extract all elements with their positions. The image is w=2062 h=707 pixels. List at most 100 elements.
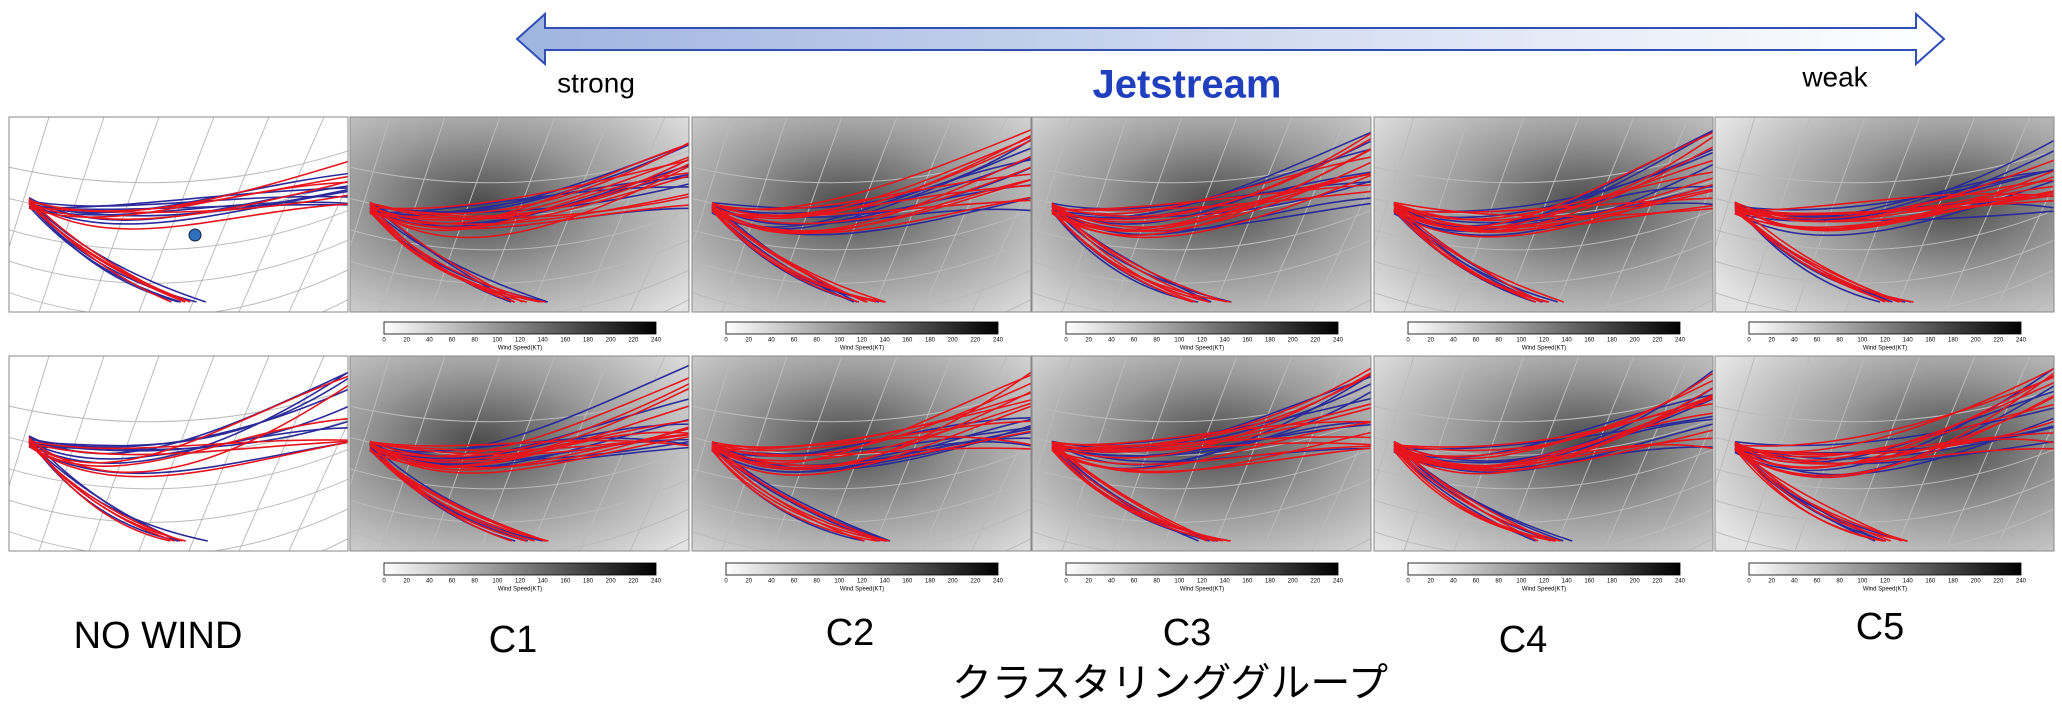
colorbar-tick: 100 bbox=[834, 338, 845, 344]
colorbar-tick: 80 bbox=[813, 338, 820, 344]
colorbar-label: Wind Speed(KT) bbox=[1180, 587, 1224, 593]
colorbar-label: Wind Speed(KT) bbox=[1180, 346, 1224, 352]
airport-marker bbox=[189, 229, 201, 241]
colorbar-tick: 100 bbox=[1516, 338, 1527, 344]
colorbar-tick: 100 bbox=[492, 338, 503, 344]
map-panel bbox=[0, 117, 388, 384]
colorbar-tick: 60 bbox=[1131, 579, 1138, 585]
colorbar-tick: 40 bbox=[768, 338, 775, 344]
colorbar-tick: 220 bbox=[628, 579, 639, 585]
colorbar-tick: 60 bbox=[1814, 338, 1821, 344]
colorbar-tick: 60 bbox=[791, 338, 798, 344]
colorbar-tick: 100 bbox=[492, 579, 503, 585]
colorbar-tick: 160 bbox=[902, 579, 913, 585]
colorbar-tick: 100 bbox=[1174, 579, 1185, 585]
title: Jetstream bbox=[1092, 63, 1281, 107]
colorbar-tick: 40 bbox=[426, 579, 433, 585]
colorbar-tick: 200 bbox=[1630, 338, 1641, 344]
colorbar-tick: 60 bbox=[1473, 338, 1480, 344]
colorbar-tick: 120 bbox=[857, 338, 868, 344]
colorbar-tick: 140 bbox=[1903, 579, 1914, 585]
colorbar-tick: 200 bbox=[606, 579, 617, 585]
colorbar-tick: 180 bbox=[1265, 338, 1276, 344]
panel-label: C3 bbox=[1163, 612, 1212, 654]
colorbar-label: Wind Speed(KT) bbox=[1863, 587, 1907, 593]
colorbar-tick: 0 bbox=[1406, 338, 1410, 344]
colorbar bbox=[1066, 322, 1338, 334]
map-panel bbox=[0, 356, 388, 623]
colorbar-tick: 220 bbox=[628, 338, 639, 344]
colorbar-tick: 0 bbox=[382, 579, 386, 585]
colorbar-tick: 240 bbox=[1675, 579, 1686, 585]
colorbar-tick: 80 bbox=[813, 579, 820, 585]
panel-label: C2 bbox=[826, 612, 875, 654]
colorbar-tick: 120 bbox=[1880, 338, 1891, 344]
colorbar-tick: 220 bbox=[970, 338, 981, 344]
colorbar-tick: 220 bbox=[1652, 579, 1663, 585]
colorbar-tick: 140 bbox=[1220, 579, 1231, 585]
colorbar-tick: 160 bbox=[560, 338, 571, 344]
colorbar-tick: 180 bbox=[1265, 579, 1276, 585]
colorbar-tick: 20 bbox=[745, 338, 752, 344]
colorbar-tick: 100 bbox=[1174, 338, 1185, 344]
colorbar-tick: 140 bbox=[1220, 338, 1231, 344]
colorbar-tick: 200 bbox=[1630, 579, 1641, 585]
colorbar-tick: 40 bbox=[426, 338, 433, 344]
colorbar-tick: 200 bbox=[606, 338, 617, 344]
colorbar-tick: 20 bbox=[1085, 579, 1092, 585]
colorbar-tick: 60 bbox=[791, 579, 798, 585]
map-panel bbox=[1675, 117, 2062, 384]
colorbar-tick: 80 bbox=[1836, 338, 1843, 344]
colorbar-tick: 140 bbox=[1562, 579, 1573, 585]
colorbar-tick: 80 bbox=[471, 579, 478, 585]
colorbar-tick: 180 bbox=[1948, 338, 1959, 344]
colorbar-tick: 140 bbox=[538, 579, 549, 585]
colorbar-tick: 180 bbox=[583, 338, 594, 344]
colorbar-tick: 220 bbox=[1310, 338, 1321, 344]
colorbar-tick: 40 bbox=[1108, 338, 1115, 344]
colorbar-tick: 180 bbox=[1948, 579, 1959, 585]
map-panel bbox=[1334, 117, 1753, 384]
colorbar-tick: 40 bbox=[1450, 579, 1457, 585]
colorbar-tick: 120 bbox=[1539, 338, 1550, 344]
colorbar-tick: 20 bbox=[745, 579, 752, 585]
colorbar-tick: 80 bbox=[1495, 579, 1502, 585]
colorbar-tick: 180 bbox=[583, 579, 594, 585]
colorbar-tick: 0 bbox=[724, 579, 728, 585]
colorbar-tick: 100 bbox=[1857, 579, 1868, 585]
colorbar bbox=[726, 322, 998, 334]
colorbar-tick: 220 bbox=[970, 579, 981, 585]
colorbar-tick: 20 bbox=[1085, 338, 1092, 344]
colorbar-tick: 80 bbox=[1495, 338, 1502, 344]
colorbar-tick: 40 bbox=[1791, 579, 1798, 585]
colorbar-tick: 240 bbox=[651, 579, 662, 585]
colorbar-tick: 160 bbox=[1242, 579, 1253, 585]
colorbar-tick: 180 bbox=[925, 338, 936, 344]
colorbar-tick: 100 bbox=[834, 579, 845, 585]
colorbar-tick: 200 bbox=[1288, 338, 1299, 344]
colorbar-tick: 240 bbox=[1333, 338, 1344, 344]
colorbar bbox=[726, 563, 998, 575]
colorbar-tick: 20 bbox=[403, 338, 410, 344]
colorbar-tick: 160 bbox=[1242, 338, 1253, 344]
colorbar-tick: 240 bbox=[2016, 579, 2027, 585]
colorbar-tick: 160 bbox=[1584, 579, 1595, 585]
colorbar-tick: 140 bbox=[1903, 338, 1914, 344]
colorbar bbox=[384, 322, 656, 334]
map-panel bbox=[652, 117, 1071, 384]
panels: NO WIND020406080100120140160180200220240… bbox=[0, 117, 2062, 661]
panel-label: C5 bbox=[1856, 606, 1905, 648]
panel-label: C1 bbox=[489, 619, 538, 661]
map-panel bbox=[1675, 356, 2062, 623]
colorbar-tick: 120 bbox=[515, 579, 526, 585]
colorbar-tick: 220 bbox=[1310, 579, 1321, 585]
colorbar-tick: 40 bbox=[768, 579, 775, 585]
colorbar-tick: 240 bbox=[651, 338, 662, 344]
colorbar-tick: 120 bbox=[515, 338, 526, 344]
colorbar-label: Wind Speed(KT) bbox=[1522, 346, 1566, 352]
colorbar-label: Wind Speed(KT) bbox=[498, 346, 542, 352]
colorbar-label: Wind Speed(KT) bbox=[498, 587, 542, 593]
weak-label: weak bbox=[1801, 61, 1868, 92]
colorbar-tick: 160 bbox=[902, 338, 913, 344]
colorbar-tick: 120 bbox=[1539, 579, 1550, 585]
